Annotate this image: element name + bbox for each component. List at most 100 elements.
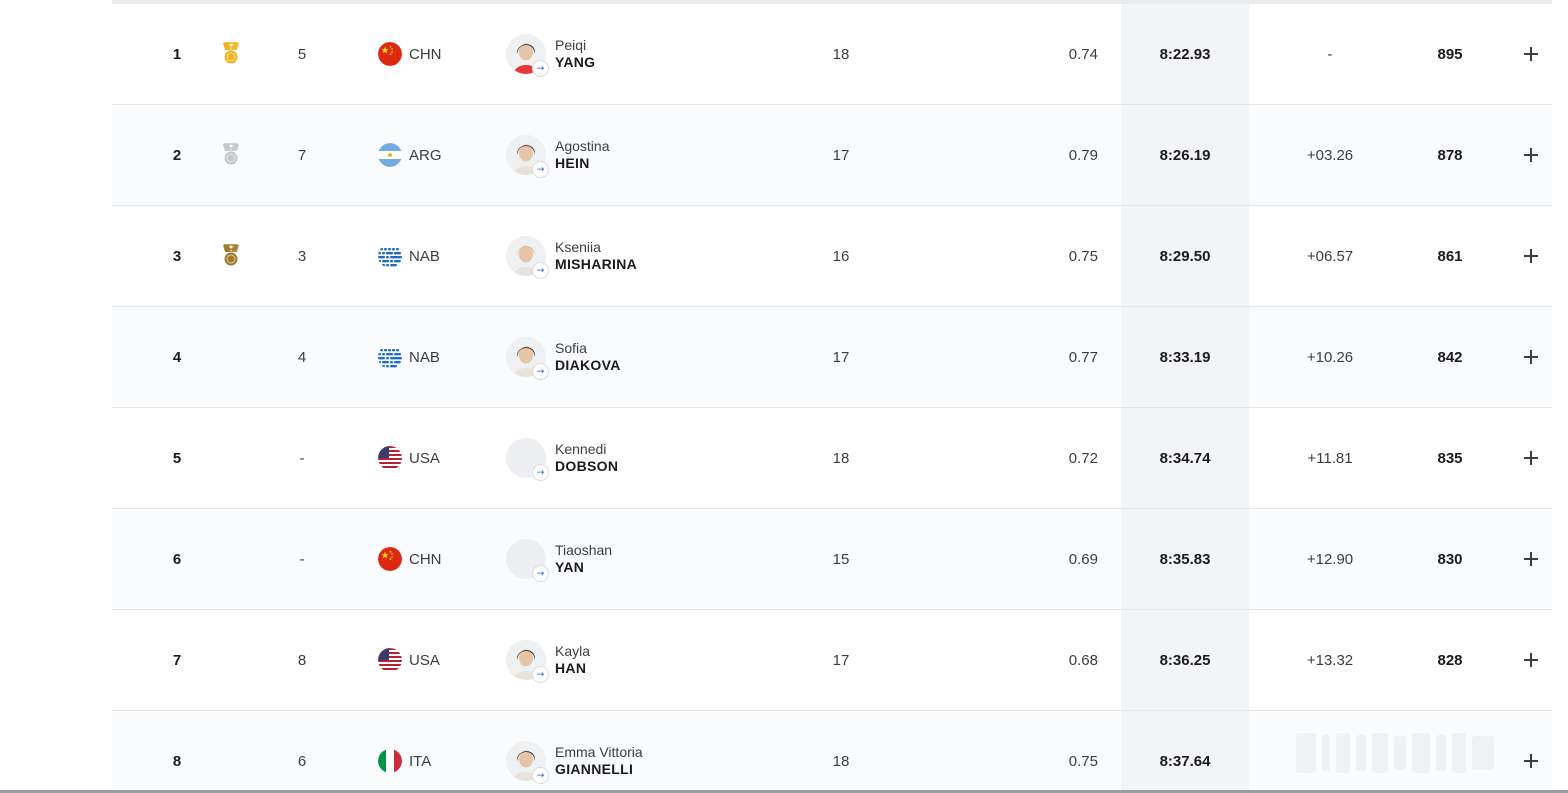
country-flag-cell	[377, 408, 403, 508]
athlete-avatar-cell[interactable]: →	[506, 4, 549, 104]
reaction-time: 0.69	[1068, 550, 1098, 568]
avatar[interactable]: →	[506, 741, 549, 784]
athlete-avatar-cell[interactable]: →	[506, 408, 549, 508]
heat: 5	[297, 45, 307, 63]
avatar[interactable]: →	[506, 640, 549, 683]
expand-cell[interactable]	[1516, 509, 1546, 609]
arrow-right-icon[interactable]: →	[532, 161, 549, 178]
plus-icon[interactable]	[1520, 649, 1542, 671]
athlete-first-name[interactable]: Agostina	[555, 138, 610, 154]
athlete-avatar-cell[interactable]: →	[506, 711, 549, 793]
arrow-right-icon[interactable]: →	[532, 60, 549, 77]
athlete-last-name[interactable]: HEIN	[555, 155, 590, 171]
heat: 4	[297, 348, 307, 366]
plus-icon[interactable]	[1520, 245, 1542, 267]
result-time: 8:33.19	[1159, 348, 1211, 366]
result-time: 8:37.64	[1159, 752, 1211, 770]
athlete-first-name[interactable]: Tiaoshan	[555, 542, 613, 558]
athlete-avatar-cell[interactable]: →	[506, 610, 549, 710]
points: 878	[1437, 146, 1463, 164]
athlete-name[interactable]: Sofia DIAKOVA	[555, 307, 785, 407]
time-behind: +10.26	[1306, 348, 1354, 366]
reaction-time: 0.72	[1068, 449, 1098, 467]
athlete-last-name[interactable]: DOBSON	[555, 458, 619, 474]
athlete-name[interactable]: Kennedi DOBSON	[555, 408, 785, 508]
athlete-name[interactable]: Kayla HAN	[555, 610, 785, 710]
athlete-last-name[interactable]: YAN	[555, 559, 585, 575]
heat: -	[299, 449, 305, 467]
arrow-right-icon[interactable]: →	[532, 565, 549, 582]
athlete-first-name[interactable]: Kseniia	[555, 239, 601, 255]
time-column-highlight	[1121, 307, 1249, 407]
plus-icon[interactable]	[1520, 447, 1542, 469]
result-time: 8:35.83	[1159, 550, 1211, 568]
table-row[interactable]: 3 3 NAB → Kseniia MISHARINA 16 0.75 8:29.50 +06.5…	[112, 206, 1552, 307]
avatar[interactable]: →	[506, 438, 549, 481]
avatar[interactable]: →	[506, 337, 549, 380]
expand-cell[interactable]	[1516, 206, 1546, 306]
heat: 6	[297, 752, 307, 770]
athlete-avatar-cell[interactable]: →	[506, 307, 549, 407]
result-time: 8:22.93	[1159, 45, 1211, 63]
expand-cell[interactable]	[1516, 4, 1546, 104]
time-behind: +11.81	[1307, 449, 1353, 467]
medal-cell	[218, 711, 244, 793]
arrow-right-icon[interactable]: →	[532, 767, 549, 784]
table-row[interactable]: 7 8 USA → Kayla HAN 17 0.68 8:36.25 +13.32 828	[112, 610, 1552, 711]
athlete-first-name[interactable]: Kayla	[555, 643, 591, 659]
table-row[interactable]: 4 4 NAB → Sofia DIAKOVA 17 0.77 8:33.19 +10.26 842	[112, 307, 1552, 408]
country-code: NAB	[409, 348, 440, 366]
athlete-first-name[interactable]: Sofia	[555, 340, 587, 356]
athlete-first-name[interactable]: Peiqi	[555, 37, 587, 53]
time-behind: -	[1327, 45, 1333, 63]
athlete-name[interactable]: Peiqi YANG	[555, 4, 785, 104]
rank: 6	[172, 550, 182, 568]
age: 15	[832, 550, 850, 568]
athlete-name[interactable]: Kseniia MISHARINA	[555, 206, 785, 306]
plus-icon[interactable]	[1520, 750, 1542, 772]
athlete-last-name[interactable]: HAN	[555, 660, 587, 676]
reaction-time: 0.74	[1068, 45, 1098, 63]
table-row[interactable]: 6 - CHN → Tiaoshan YAN 15 0.69 8:35.83 +12.90 830	[112, 509, 1552, 610]
athlete-name[interactable]: Emma Vittoria GIANNELLI	[555, 711, 785, 793]
athlete-last-name[interactable]: MISHARINA	[555, 256, 638, 272]
arrow-right-icon[interactable]: →	[532, 666, 549, 683]
age: 18	[832, 449, 850, 467]
athlete-last-name[interactable]: DIAKOVA	[555, 357, 621, 373]
athlete-name[interactable]: Agostina HEIN	[555, 105, 785, 205]
avatar[interactable]: →	[506, 539, 549, 582]
time-behind: +06.57	[1306, 247, 1354, 265]
plus-icon[interactable]	[1520, 548, 1542, 570]
rank: 8	[172, 752, 182, 770]
athlete-avatar-cell[interactable]: →	[506, 206, 549, 306]
plus-icon[interactable]	[1520, 144, 1542, 166]
plus-icon[interactable]	[1520, 43, 1542, 65]
time-behind: +13.32	[1306, 651, 1354, 669]
expand-cell[interactable]	[1516, 711, 1546, 793]
arrow-right-icon[interactable]: →	[532, 262, 549, 279]
athlete-first-name[interactable]: Emma Vittoria	[555, 744, 643, 760]
avatar[interactable]: →	[506, 236, 549, 279]
athlete-last-name[interactable]: YANG	[555, 54, 596, 70]
plus-icon[interactable]	[1520, 346, 1542, 368]
athlete-name[interactable]: Tiaoshan YAN	[555, 509, 785, 609]
table-row[interactable]: 1 5 CHN → Peiqi YANG 18 0.74 8:22.93 - 895	[112, 4, 1552, 105]
medal-cell	[218, 206, 244, 306]
table-row[interactable]: 5 - USA → Kennedi DOBSON 18 0.72 8:34.74 +11.81 83…	[112, 408, 1552, 509]
expand-cell[interactable]	[1516, 105, 1546, 205]
athlete-first-name[interactable]: Kennedi	[555, 441, 607, 457]
avatar[interactable]: →	[506, 135, 549, 178]
arrow-right-icon[interactable]: →	[532, 464, 549, 481]
arrow-right-icon[interactable]: →	[532, 363, 549, 380]
expand-cell[interactable]	[1516, 307, 1546, 407]
points: 861	[1437, 247, 1463, 265]
athlete-last-name[interactable]: GIANNELLI	[555, 761, 634, 777]
expand-cell[interactable]	[1516, 610, 1546, 710]
country-code: ITA	[409, 752, 432, 770]
expand-cell[interactable]	[1516, 408, 1546, 508]
result-time: 8:26.19	[1159, 146, 1211, 164]
avatar[interactable]: →	[506, 34, 549, 77]
athlete-avatar-cell[interactable]: →	[506, 105, 549, 205]
athlete-avatar-cell[interactable]: →	[506, 509, 549, 609]
table-row[interactable]: 2 7 ARG → Agostina HEIN 17 0.79 8:26.19 +03.26 878	[112, 105, 1552, 206]
